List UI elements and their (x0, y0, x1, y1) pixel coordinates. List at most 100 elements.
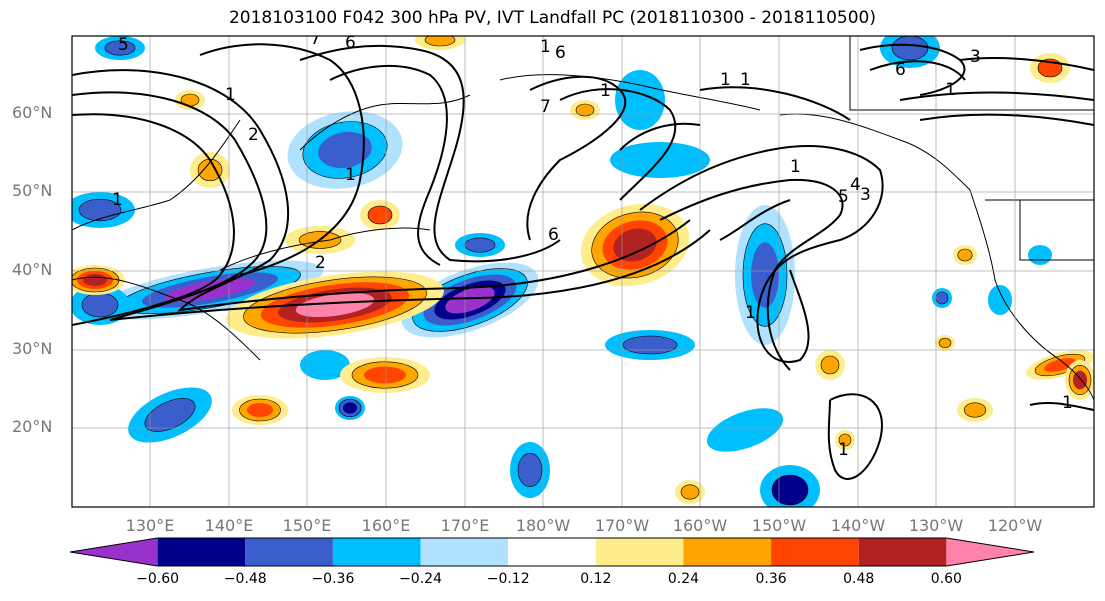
colorbar-tick-label: −0.24 (399, 571, 442, 587)
map-title: 2018103100 F042 300 hPa PV, IVT Landfall… (228, 8, 876, 28)
pv-anomaly-blob (190, 152, 230, 188)
ivt-contour-line (619, 122, 701, 151)
ivt-contour-line (526, 75, 627, 241)
pv-anomaly-blob (72, 192, 135, 228)
pv-anomaly-blob (128, 387, 212, 443)
coastlines (72, 36, 1094, 401)
ivt-contour-line (719, 199, 791, 241)
contour-label: 7 (540, 97, 551, 117)
ivt-contour-line (72, 113, 235, 326)
contour-label: 1 (225, 85, 236, 105)
lat-label: 40°N (12, 260, 53, 279)
coastline-path (779, 113, 971, 191)
colorbar (70, 537, 1034, 567)
colorbar-segment (946, 538, 1034, 566)
contour-label: 2 (248, 125, 259, 145)
ivt-contours (72, 43, 1094, 480)
pv-anomaly-fills (72, 36, 1094, 507)
lon-label: 160°E (361, 516, 411, 535)
lon-label: 170°W (594, 516, 650, 535)
pv-anomaly-blob (760, 465, 820, 507)
ivt-contour-line (329, 65, 448, 266)
pv-anomaly-blob (340, 357, 430, 393)
ivt-contour-line (639, 145, 884, 363)
contour-label: 7 (310, 29, 321, 49)
coastline-path (849, 36, 1094, 111)
pv-anomaly-blob (957, 398, 993, 422)
pv-anomaly-blob (935, 335, 955, 351)
contour-label: 1 (790, 157, 801, 177)
colorbar-tick-label: 0.12 (580, 571, 612, 587)
ivt-contour-line (1029, 401, 1094, 411)
colorbar-tick-label: −0.36 (311, 571, 355, 587)
colorbar-segment (858, 538, 947, 566)
contour-label: 1 (600, 81, 611, 101)
colorbar-segment (420, 538, 509, 566)
contour-label: 1 (540, 37, 551, 57)
colorbar-segment (508, 538, 596, 566)
pv-anomaly-blob (570, 100, 600, 120)
colorbar-segment (771, 538, 859, 566)
pv-anomaly-blob (232, 395, 288, 425)
coastline-path (72, 119, 241, 231)
colorbar-segment (595, 538, 684, 566)
lat-label: 20°N (12, 417, 53, 436)
colorbar-tick-label: −0.12 (486, 571, 530, 587)
colorbar-segment (245, 538, 333, 566)
contour-label: 1 (345, 165, 356, 185)
colorbar-tick-label: 0.60 (930, 571, 962, 587)
pv-anomaly-blob (95, 36, 145, 60)
contour-label: 5 (838, 187, 849, 207)
pv-anomaly-blob (175, 90, 205, 110)
lon-label: 130°W (908, 516, 964, 535)
ivt-contour-line (659, 178, 844, 371)
pv-anomaly-blob (815, 350, 845, 380)
pv-anomaly-blob (335, 396, 365, 420)
lon-label: 120°W (987, 516, 1043, 535)
lat-label: 60°N (12, 103, 53, 122)
lon-label: 140°W (830, 516, 886, 535)
ivt-contour-line (827, 393, 883, 480)
colorbar-tick-label: 0.36 (755, 571, 787, 587)
ivt-contour-line (899, 91, 1094, 101)
contour-label: 1 (740, 70, 751, 90)
pv-anomaly-blob (706, 408, 784, 452)
ivt-contour-line (869, 60, 966, 81)
colorbar-tick-label: −0.48 (223, 571, 267, 587)
pv-anomaly-blob (953, 245, 977, 265)
pv-anomaly-blob (735, 205, 795, 345)
pv-anomaly-blob (510, 442, 550, 498)
ivt-contour-line (699, 86, 851, 121)
ivt-contour-line (859, 43, 966, 96)
pv-anomaly-blob (835, 430, 855, 450)
coastline-path (219, 227, 431, 271)
pv-anomaly-blob (287, 111, 403, 189)
contour-label: 6 (555, 43, 566, 63)
lat-label: 30°N (12, 339, 53, 358)
lon-label: 180°W (515, 516, 571, 535)
ivt-contour-line (559, 88, 677, 201)
contour-label: 1 (745, 303, 756, 323)
pv-anomaly-blob (72, 265, 125, 295)
pv-anomaly-blob (988, 285, 1012, 315)
coastline-path (969, 189, 1094, 401)
lon-label: 140°E (204, 516, 254, 535)
ivt-contour-line (72, 69, 691, 312)
pv-anomaly-blob (360, 200, 400, 230)
colorbar-tick-label: −0.60 (136, 571, 180, 587)
contour-label: 6 (895, 60, 906, 80)
contour-label: 6 (345, 33, 356, 53)
pv-anomaly-blob (455, 233, 505, 257)
contour-label: 3 (970, 47, 981, 67)
contour-label: 2 (315, 253, 326, 273)
coastline-path (299, 94, 471, 151)
ivt-contour-line (959, 57, 1094, 71)
pv-anomaly-blob (605, 330, 695, 360)
colorbar-segment (70, 538, 158, 566)
colorbar-segment (157, 538, 246, 566)
colorbar-segment (683, 538, 772, 566)
pv-anomaly-blob (300, 350, 350, 380)
lat-label: 50°N (12, 181, 53, 200)
